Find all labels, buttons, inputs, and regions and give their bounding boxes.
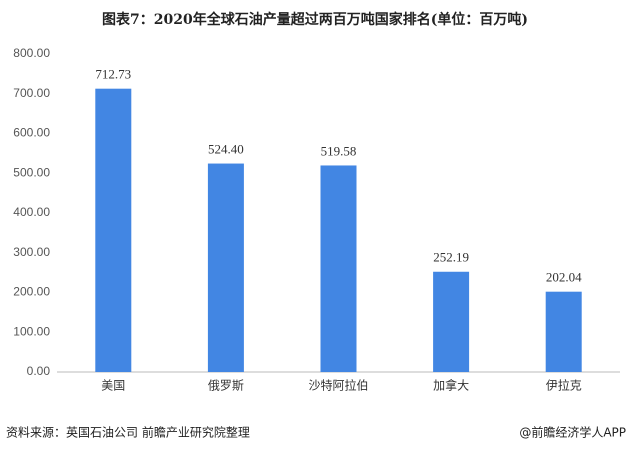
bar bbox=[320, 165, 357, 372]
bar bbox=[545, 291, 582, 372]
x-tick-label: 美国 bbox=[101, 379, 125, 393]
value-label: 712.73 bbox=[95, 67, 131, 82]
x-tick-label: 沙特阿拉伯 bbox=[308, 378, 368, 393]
x-tick-label: 俄罗斯 bbox=[208, 379, 244, 393]
value-label: 524.40 bbox=[208, 142, 244, 157]
source: 资料来源：英国石油公司 前瞻产业研究院整理 bbox=[6, 425, 250, 440]
chart-title: 图表7：2020年全球石油产量超过两百万吨国家排名(单位：百万吨) bbox=[102, 11, 528, 28]
bar bbox=[207, 163, 244, 372]
bar bbox=[95, 88, 132, 373]
y-tick-label: 0.00 bbox=[27, 364, 51, 378]
y-tick-label: 300.00 bbox=[13, 245, 50, 259]
y-tick-label: 700.00 bbox=[13, 86, 50, 100]
y-tick-label: 600.00 bbox=[13, 126, 50, 140]
y-tick-label: 100.00 bbox=[13, 324, 50, 338]
credit: @前瞻经济学人APP bbox=[519, 425, 626, 440]
x-tick-label: 加拿大 bbox=[433, 378, 469, 393]
value-label: 202.04 bbox=[546, 270, 582, 285]
y-tick-label: 500.00 bbox=[13, 165, 50, 179]
y-tick-label: 800.00 bbox=[13, 46, 50, 60]
y-tick-label: 200.00 bbox=[13, 285, 50, 299]
value-label: 252.19 bbox=[433, 250, 469, 265]
bar bbox=[433, 271, 470, 372]
y-tick-label: 400.00 bbox=[13, 205, 50, 219]
value-label: 519.58 bbox=[321, 143, 357, 158]
x-tick-label: 伊拉克 bbox=[546, 378, 582, 393]
